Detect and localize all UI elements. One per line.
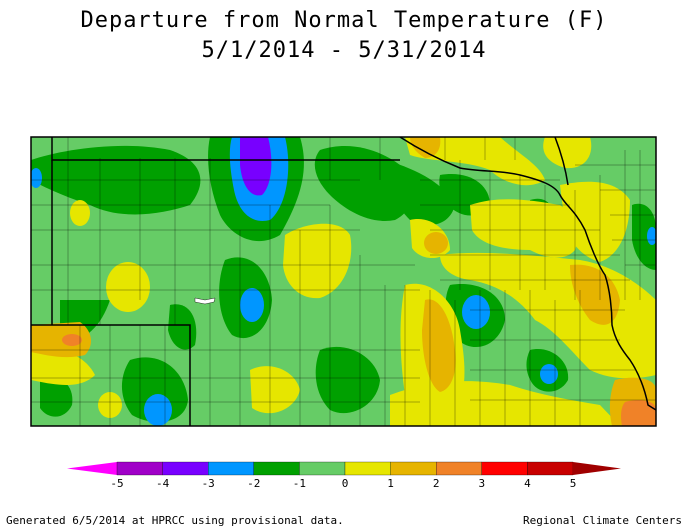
- county-lines: [31, 137, 656, 426]
- legend-tick-labels: -5 -4 -3 -2 -1 0 1 2 3 4 5: [110, 477, 576, 490]
- legend-bin: [162, 461, 209, 476]
- legend-arrow-high: [573, 462, 621, 475]
- legend-bin: [436, 461, 482, 476]
- legend-arrow-low: [67, 462, 117, 475]
- legend-tick-label: 3: [478, 477, 485, 490]
- legend-bin: [344, 461, 391, 476]
- map-title: Departure from Normal Temperature (F): [80, 8, 608, 33]
- legend-tick-label: -2: [247, 477, 260, 490]
- legend-tick-label: 1: [387, 477, 394, 490]
- map-date-range: 5/1/2014 - 5/31/2014: [201, 38, 487, 63]
- legend-bin: [527, 461, 574, 476]
- legend-bin: [299, 461, 346, 476]
- legend-bin: [116, 461, 163, 476]
- legend-bin: [390, 461, 437, 476]
- departure-field: [31, 137, 656, 426]
- legend-tick-label: -4: [156, 477, 170, 490]
- legend-bin: [481, 461, 528, 476]
- legend-tick-label: -3: [202, 477, 215, 490]
- state-boundaries: [31, 137, 656, 426]
- legend-tick-label: 4: [524, 477, 531, 490]
- legend-tick-label: -5: [110, 477, 123, 490]
- legend-tick-label: 5: [570, 477, 577, 490]
- legend-tick-label: 2: [433, 477, 440, 490]
- legend-tick-label: -1: [293, 477, 306, 490]
- legend-color-bar: [67, 461, 621, 476]
- map-frame: [30, 136, 657, 427]
- generated-note: Generated 6/5/2014 at HPRCC using provis…: [6, 514, 344, 527]
- source-credit: Regional Climate Centers: [523, 514, 682, 527]
- reservoir-shape: [194, 297, 216, 305]
- legend-tick-label: 0: [342, 477, 349, 490]
- legend-bin: [208, 461, 254, 476]
- legend-bin: [253, 461, 300, 476]
